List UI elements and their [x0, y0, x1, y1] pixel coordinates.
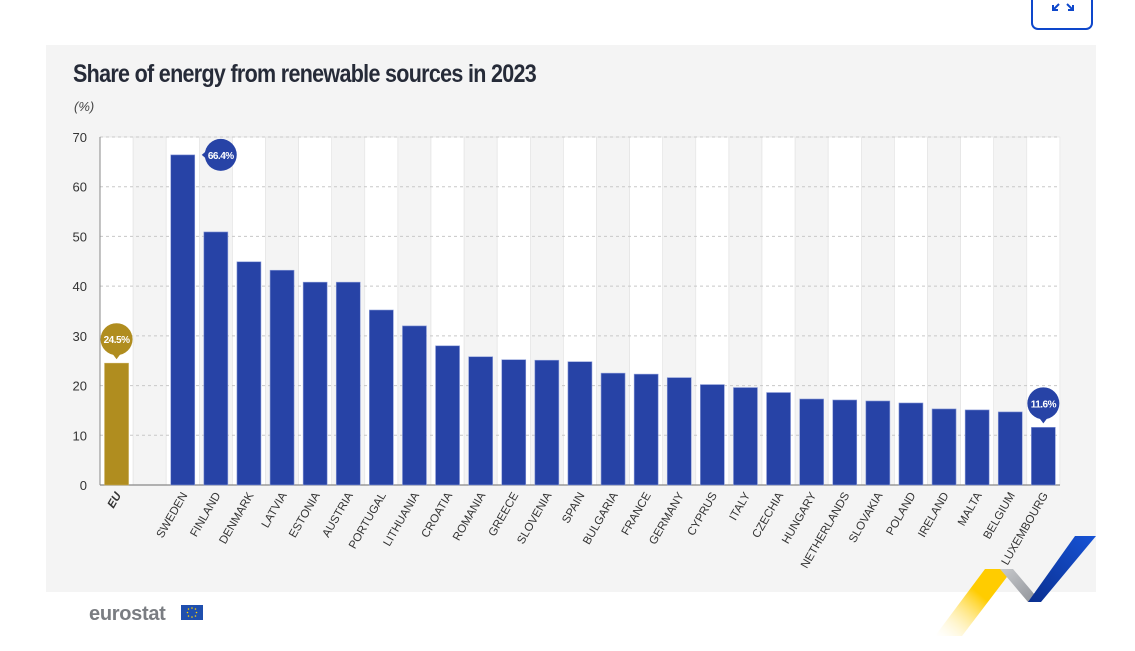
bar-poland[interactable]: [898, 402, 924, 486]
brand-ribbon-graphic: [935, 536, 1096, 636]
column-band: [132, 136, 167, 486]
bar-czechia[interactable]: [766, 392, 791, 486]
x-tick-label: CZECHIA: [751, 490, 787, 540]
bar-finland[interactable]: [203, 231, 229, 486]
bar-spain[interactable]: [567, 361, 593, 486]
bar-romania[interactable]: [468, 356, 493, 486]
bar-belgium[interactable]: [997, 411, 1023, 486]
y-tick-label: 60: [73, 180, 87, 195]
callouts: 24.5% 66.4% 11.6%: [100, 138, 1060, 424]
bar-portugal[interactable]: [369, 309, 394, 486]
bar-austria[interactable]: [335, 281, 361, 486]
bar-malta[interactable]: [964, 409, 990, 486]
bar-netherlands[interactable]: [832, 399, 858, 486]
x-tick-label: SLOVAKIA: [847, 490, 886, 545]
bar-france[interactable]: [633, 373, 659, 486]
x-tick-label: DENMARK: [217, 490, 256, 546]
bar-slovakia[interactable]: [865, 400, 891, 486]
x-tick-label: FRANCE: [620, 490, 654, 537]
collapse-button[interactable]: [1031, 0, 1093, 30]
bar-bulgaria[interactable]: [600, 372, 626, 486]
x-tick-label: IRELAND: [916, 491, 951, 540]
bar-hungary[interactable]: [799, 398, 824, 486]
bar-cyprus[interactable]: [700, 384, 725, 486]
y-tick-label: 40: [73, 279, 87, 294]
callout-luxembourg: 11.6%: [1027, 387, 1060, 424]
x-tick-label: EU: [106, 490, 125, 510]
bar-croatia[interactable]: [435, 345, 460, 486]
y-tick-label: 10: [73, 428, 87, 443]
x-tick-label: CYPRUS: [686, 490, 721, 538]
bar-slovenia[interactable]: [534, 359, 560, 486]
bars: [104, 154, 1056, 486]
chart-title: Share of energy from renewable sources i…: [73, 60, 537, 88]
callout-sweden: 66.4%: [201, 138, 237, 171]
x-tick-label: ESTONIA: [287, 490, 323, 540]
x-tick-label: MALTA: [956, 490, 985, 528]
x-tick-label: SWEDEN: [155, 491, 191, 541]
y-tick-label: 50: [73, 229, 87, 244]
x-tick-label: GERMANY: [647, 490, 687, 547]
x-tick-label: LITHUANIA: [382, 490, 423, 548]
y-tick-label: 0: [80, 478, 87, 493]
bar-estonia[interactable]: [302, 281, 328, 486]
callout-eu: 24.5%: [100, 323, 133, 360]
callout-label: 11.6%: [1031, 399, 1057, 410]
y-tick-label: 30: [73, 329, 87, 344]
bar-denmark[interactable]: [236, 261, 262, 486]
bar-latvia[interactable]: [269, 269, 295, 486]
bar-ireland[interactable]: [931, 408, 957, 486]
x-tick-label: FINLAND: [188, 491, 223, 540]
callout-label: 66.4%: [208, 151, 234, 162]
bar-luxembourg[interactable]: [1031, 427, 1056, 486]
bar-germany[interactable]: [666, 377, 692, 486]
bar-italy[interactable]: [733, 387, 758, 486]
callout-label: 24.5%: [104, 335, 130, 346]
bar-eu[interactable]: [104, 362, 129, 486]
x-tick-label: BELGIUM: [982, 491, 1018, 542]
bar-sweden[interactable]: [170, 154, 196, 486]
x-tick-label: ITALY: [728, 490, 754, 522]
x-tick-label: SLOVENIA: [515, 490, 554, 546]
bar-greece[interactable]: [501, 359, 527, 486]
x-tick-label: HUNGARY: [780, 490, 819, 546]
y-tick-label: 70: [73, 130, 87, 145]
x-tick-label: BULGARIA: [581, 490, 621, 547]
chart-unit: (%): [74, 99, 95, 114]
x-tick-label: AUSTRIA: [321, 490, 356, 539]
x-tick-label: LATVIA: [260, 490, 290, 530]
x-tick-label: ROMANIA: [451, 490, 488, 543]
y-tick-label: 20: [73, 379, 87, 394]
eurostat-logo: eurostat: [89, 603, 166, 625]
x-tick-label: POLAND: [885, 491, 919, 538]
x-tick-label: GREECE: [487, 490, 522, 538]
x-tick-label: CROATIA: [420, 490, 456, 540]
eu-flag-icon: [181, 605, 203, 620]
bar-lithuania[interactable]: [402, 325, 427, 486]
collapse-arrows-icon: [1052, 3, 1074, 11]
x-tick-label: SPAIN: [560, 491, 587, 526]
